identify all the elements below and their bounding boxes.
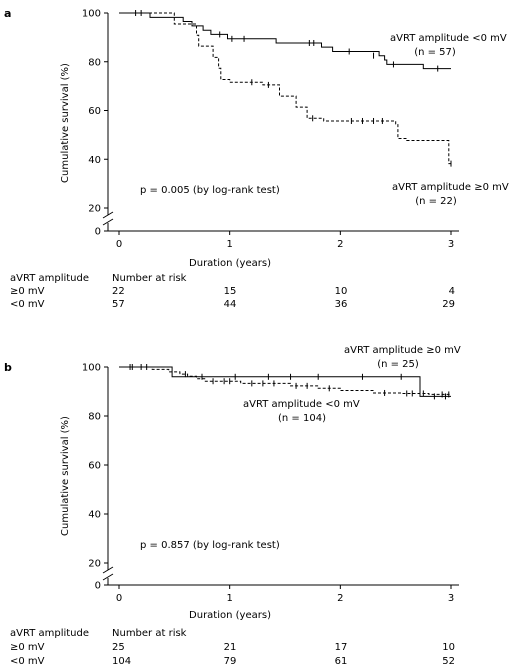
panel-a-y-tick-label: 100 (82, 9, 101, 20)
panel-a-annotation-2-line1: aVRT amplitude ≥0 mV (392, 182, 509, 193)
panel-a-risk-row-1-label: ≥0 mV (10, 286, 45, 297)
panel-a-annotation-1-line2: (n = 57) (414, 47, 456, 58)
panel-b-label: b (4, 361, 12, 374)
panel-b-y-tick-label: 0 (95, 581, 101, 592)
panel-a-risk-row-1-count-4: 4 (449, 286, 455, 297)
panel-a-y-tick-label: 80 (88, 57, 101, 68)
panel-a-risk-header-label: aVRT amplitude (10, 273, 89, 284)
panel-a-x-tick-label: 0 (116, 239, 122, 250)
panel-a-x-tick-label: 3 (448, 239, 454, 250)
panel-b-risk-row-1-count-1: 25 (112, 642, 125, 653)
panel-a-series-1-solid-curve (119, 12, 451, 70)
panel-a-risk-row-1-count-2: 15 (224, 286, 237, 297)
panel-a-pvalue: p = 0.005 (by log-rank test) (140, 185, 280, 196)
panel-b-y-tick-label: 100 (82, 363, 101, 374)
panel-a-risk-row-1-count-1: 22 (112, 286, 125, 297)
panel-b-y-tick-label: 80 (88, 412, 101, 423)
panel-b-y-tick-label: 60 (88, 461, 101, 472)
panel-b-annotation-2-line1: aVRT amplitude <0 mV (243, 399, 360, 410)
panel-b-risk-header-label: aVRT amplitude (10, 628, 89, 639)
panel-b-risk-header-title: Number at risk (112, 628, 187, 639)
panel-b-risk-row-1-count-2: 21 (224, 642, 237, 653)
panel-b-x-tick-label: 3 (448, 593, 454, 604)
panel-a-risk-header-title: Number at risk (112, 273, 187, 284)
panel-b-y-tick-label: 40 (88, 510, 101, 521)
panel-b-annotation-2-line2: (n = 104) (278, 413, 326, 424)
panel-b-axis-break-mark (102, 573, 114, 581)
panel-a-annotation-2-line2: (n = 22) (415, 196, 457, 207)
panel-b-risk-row-2-count-4: 52 (442, 656, 455, 667)
panel-a-x-tick-label: 2 (337, 239, 343, 250)
panel-b-ylabel: Cumulative survival (%) (60, 416, 71, 536)
panel-b-risk-row-2-label: <0 mV (10, 656, 45, 667)
panel-a-y-tick-label: 60 (88, 106, 101, 117)
panel-a-y-tick-label: 40 (88, 155, 101, 166)
panel-b-risk-row-2-count-3: 61 (335, 656, 348, 667)
panel-a-y-tick-label: 0 (95, 227, 101, 238)
panel-b-x-tick-label: 0 (116, 593, 122, 604)
panel-a-risk-row-2-count-1: 57 (112, 299, 125, 310)
panel-a: a Cumulative survival (%) Duration (year… (4, 7, 509, 310)
panel-a-risk-row-1-count-3: 10 (335, 286, 348, 297)
panel-b-risk-row-2-count-1: 104 (112, 656, 131, 667)
panel-a-ylabel: Cumulative survival (%) (60, 63, 71, 183)
panel-a-label: a (4, 7, 11, 20)
panel-b-annotation-1-line2: (n = 25) (377, 359, 419, 370)
panel-b-x-tick-label: 2 (337, 593, 343, 604)
panel-a-risk-row-2-label: <0 mV (10, 299, 45, 310)
panel-a-risk-row-2-count-3: 36 (335, 299, 348, 310)
panel-b-risk-row-1-count-4: 10 (442, 642, 455, 653)
panel-a-y-tick-label: 20 (88, 204, 101, 215)
panel-b-axis-break-mark (102, 566, 114, 574)
panel-a-series-2-dashed-curve (119, 12, 451, 165)
panel-b-pvalue: p = 0.857 (by log-rank test) (140, 540, 280, 551)
panel-b-series-1-solid-curve (119, 366, 451, 397)
panel-b: b Cumulative survival (%) Duration (year… (4, 345, 461, 667)
panel-a-axis-break-mark (102, 211, 114, 219)
panel-a-risk-row-2-count-4: 29 (442, 299, 455, 310)
panel-b-xlabel: Duration (years) (189, 610, 271, 621)
panel-a-x-tick-label: 1 (226, 239, 232, 250)
panel-a-xlabel: Duration (years) (189, 258, 271, 269)
panel-b-y-tick-label: 20 (88, 559, 101, 570)
panel-b-risk-row-2-count-2: 79 (224, 656, 237, 667)
panel-b-series-2-dashed-curve (119, 366, 451, 395)
panel-a-annotation-1-line1: aVRT amplitude <0 mV (390, 33, 507, 44)
panel-a-risk-row-2-count-2: 44 (224, 299, 237, 310)
panel-b-x-tick-label: 1 (226, 593, 232, 604)
panel-b-risk-row-1-count-3: 17 (335, 642, 348, 653)
panel-b-risk-row-1-label: ≥0 mV (10, 642, 45, 653)
panel-b-annotation-1-line1: aVRT amplitude ≥0 mV (344, 345, 461, 356)
panel-a-axis-break-mark (102, 218, 114, 226)
